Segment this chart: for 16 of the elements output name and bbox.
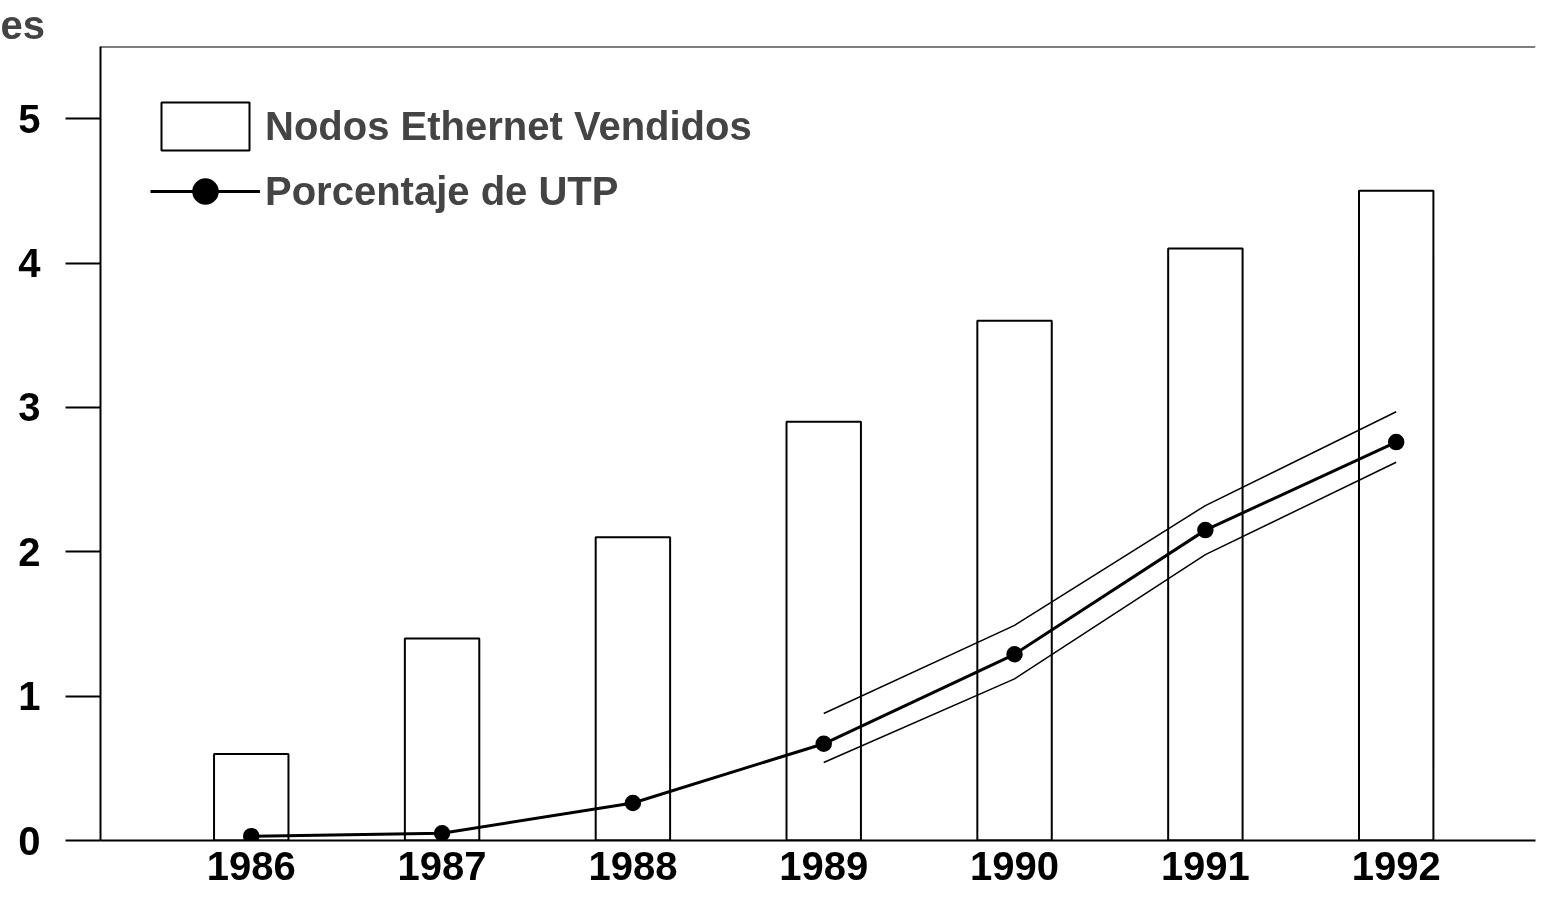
y-tick-label: 1 <box>18 674 41 719</box>
x-tick-label: 1990 <box>970 843 1060 888</box>
y-tick-label: 5 <box>18 96 41 141</box>
x-tick-label: 1989 <box>779 843 869 888</box>
x-tick-label: 1988 <box>588 843 678 888</box>
y-tick-label: 2 <box>18 529 41 574</box>
y-tick-label: 3 <box>18 385 41 430</box>
x-tick-label: 1986 <box>206 843 296 888</box>
y-tick-label: 0 <box>18 818 41 863</box>
x-tick-label: 1987 <box>397 843 487 888</box>
x-tick-label: 1991 <box>1160 843 1250 888</box>
y-axis-title: es <box>0 2 45 47</box>
x-tick-label: 1992 <box>1351 843 1441 888</box>
y-tick-label: 4 <box>18 241 42 286</box>
legend-label: Porcentaje de UTP <box>265 168 619 214</box>
legend-label: Nodos Ethernet Vendidos <box>265 103 752 149</box>
